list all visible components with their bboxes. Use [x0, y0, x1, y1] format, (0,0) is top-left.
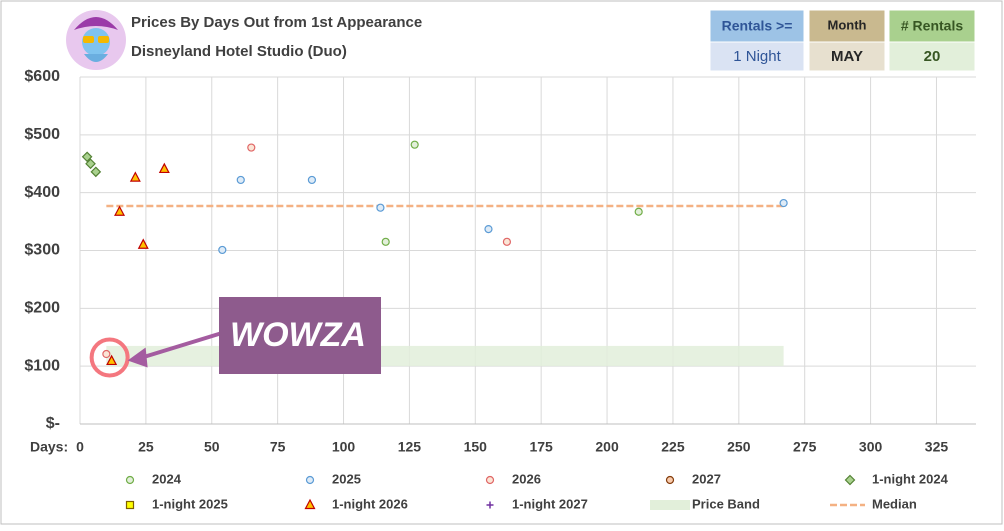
legend-label: 1-night 2024: [872, 471, 949, 486]
filter-value-bg: [888, 41, 976, 72]
legend-label: 1-night 2026: [332, 496, 408, 511]
legend-swatch: [485, 475, 495, 485]
x-tick-label: 100: [332, 439, 356, 455]
legend-label: 2026: [512, 471, 541, 486]
legend-swatch: [665, 475, 675, 485]
legend-swatch: [304, 498, 316, 510]
filter-value-bg: [808, 41, 886, 72]
x-tick-label: 25: [138, 439, 154, 455]
legend-label: 1-night 2025: [152, 496, 228, 511]
annotation-box: [219, 297, 381, 374]
filter-label: Month: [828, 17, 867, 32]
x-tick-label: 325: [925, 439, 949, 455]
legend-label: Median: [872, 496, 917, 511]
x-tick-label: 0: [76, 439, 84, 455]
point: [247, 143, 256, 152]
highlight-circle: [89, 337, 130, 378]
point: [85, 158, 96, 170]
y-tick-label: $400: [24, 184, 60, 201]
legend-swatch: [305, 475, 315, 485]
x-tick-label: 175: [529, 439, 553, 455]
chart-title: Prices By Days Out from 1st Appearance: [131, 14, 422, 31]
point: [381, 237, 390, 246]
point: [376, 203, 385, 212]
filter-header-bg: [888, 9, 976, 43]
point: [484, 225, 493, 234]
annotation-text: WOWZA: [230, 316, 366, 354]
point: [158, 162, 170, 174]
filter-label: # Rentals: [901, 18, 963, 34]
point: [106, 354, 118, 366]
point: [218, 245, 227, 255]
filter-header-bg: [709, 9, 805, 43]
legend-label: 2025: [332, 471, 361, 486]
logo: [66, 10, 126, 70]
annotation-arrow: [135, 331, 223, 362]
price-band: [106, 345, 784, 367]
x-tick-label: 150: [464, 439, 488, 455]
filter-panel: Rentals >= 1 Night Month MAY # Rentals 2…: [709, 9, 976, 72]
x-tick-label: 125: [398, 439, 422, 455]
point: [90, 166, 102, 178]
x-tick-label: 75: [270, 439, 286, 455]
legend-swatch: [486, 501, 494, 509]
filter-value: 1 Night: [733, 48, 781, 65]
point: [634, 207, 643, 216]
point: [129, 171, 141, 182]
point: [81, 151, 93, 163]
filter-value-bg: [709, 41, 805, 72]
point: [137, 238, 149, 249]
point: [779, 198, 788, 208]
annotation-arrowhead: [127, 347, 148, 368]
point: [114, 205, 126, 216]
legend-swatch: [844, 474, 856, 486]
x-tick-label: 275: [793, 439, 817, 455]
x-tick-label: 300: [859, 439, 883, 455]
point: [102, 349, 111, 359]
legend-swatch: [125, 475, 135, 485]
x-tick-label: 200: [595, 439, 619, 455]
y-tick-label: $100: [24, 357, 60, 374]
point: [502, 237, 512, 246]
legend-label: 1-night 2027: [512, 496, 588, 511]
legend-label: Price Band: [692, 496, 760, 511]
filter-value: MAY: [831, 48, 863, 65]
legend-swatch: [650, 500, 690, 510]
y-tick-label: $200: [24, 300, 60, 317]
chart-subtitle: Disneyland Hotel Studio (Duo): [131, 43, 347, 60]
filter-header-bg: [808, 9, 886, 43]
filter-value: 20: [924, 48, 941, 65]
x-tick-label: 50: [204, 439, 220, 455]
legend-label: 2027: [692, 471, 721, 486]
x-tick-label: 225: [661, 439, 685, 455]
legend-label: 2024: [152, 471, 182, 486]
point: [236, 175, 245, 185]
legend-swatch: [125, 500, 135, 510]
point: [410, 140, 419, 149]
y-tick-label: $-: [46, 415, 60, 432]
y-tick-label: $600: [24, 68, 60, 85]
filter-label: Rentals >=: [722, 18, 793, 34]
y-tick-label: $500: [24, 126, 60, 143]
y-tick-label: $300: [24, 242, 60, 259]
point: [307, 175, 317, 185]
x-tick-label: 250: [727, 439, 751, 455]
x-axis-label: Days:: [30, 439, 68, 455]
